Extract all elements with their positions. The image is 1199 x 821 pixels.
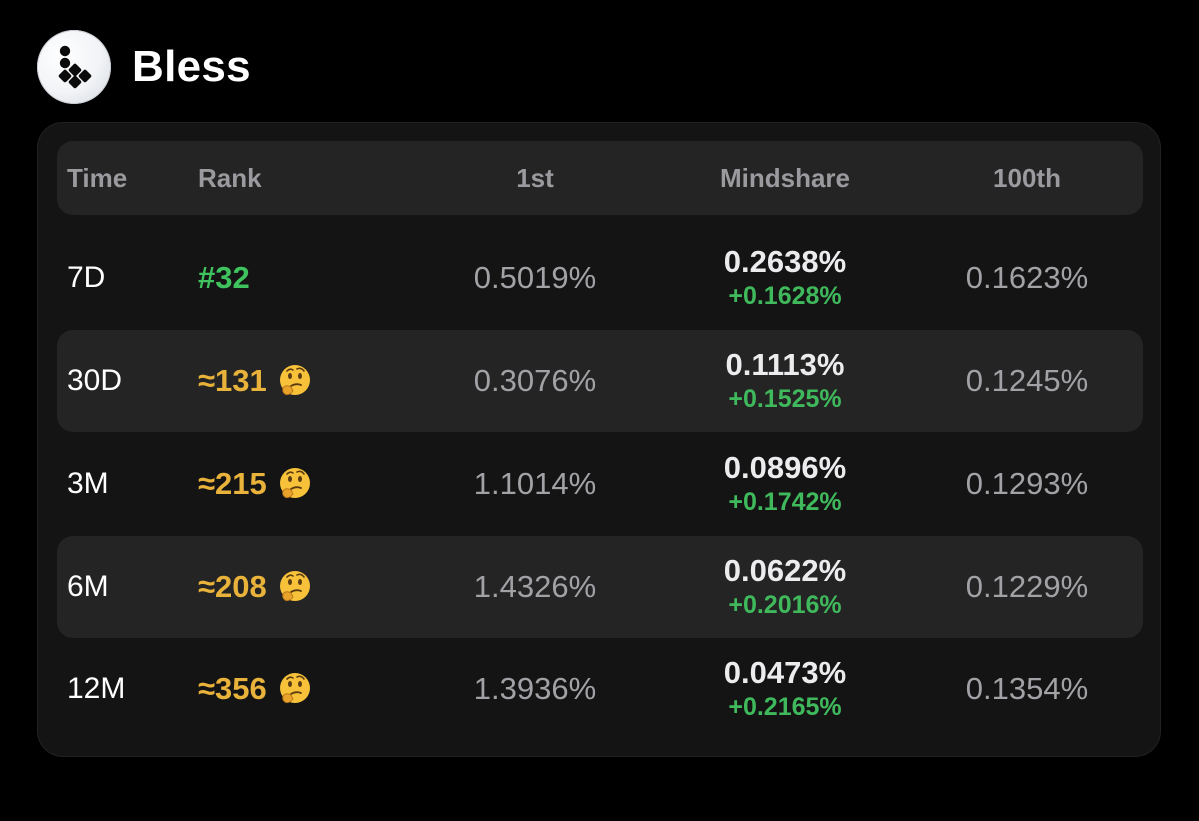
time-cell: 30D xyxy=(67,364,123,397)
table-row: 12M ≈356 1.3936% 0.0473% +0.2165% 0.1354% xyxy=(57,638,1143,740)
rank-value: #32 xyxy=(198,260,250,295)
mindshare-cell: 0.2638% +0.1628% xyxy=(685,227,885,329)
rank-cell: ≈215 xyxy=(198,433,313,535)
first-place-cell: 1.4326% xyxy=(473,569,597,604)
mindshare-cell: 0.0896% +0.1742% xyxy=(685,433,885,535)
mindshare-value: 0.0896% xyxy=(723,450,847,485)
thinking-face-icon xyxy=(277,466,313,502)
time-cell: 7D xyxy=(67,261,106,294)
project-header: Bless xyxy=(37,29,251,104)
rank-value: ≈215 xyxy=(198,466,267,501)
time-cell: 12M xyxy=(67,672,126,705)
thinking-face-icon xyxy=(277,671,313,707)
header-time: Time xyxy=(67,163,128,193)
first-place-cell: 1.1014% xyxy=(473,466,597,501)
mindshare-value: 0.1113% xyxy=(725,347,845,382)
bless-logo-icon xyxy=(37,29,111,104)
mindshare-cell: 0.1113% +0.1525% xyxy=(685,330,885,432)
first-place-cell: 0.3076% xyxy=(473,363,597,398)
mindshare-change: +0.1628% xyxy=(728,282,842,310)
thinking-face-icon xyxy=(277,569,313,605)
header-mindshare: Mindshare xyxy=(719,163,851,193)
hundredth-place-cell: 0.1623% xyxy=(965,260,1089,295)
hundredth-place-cell: 0.1229% xyxy=(965,569,1089,604)
time-cell: 6M xyxy=(67,570,109,603)
rank-value: ≈131 xyxy=(198,363,267,398)
mindshare-change: +0.2165% xyxy=(728,693,842,721)
header-first: 1st xyxy=(516,163,554,193)
hundredth-place-cell: 0.1354% xyxy=(965,671,1089,706)
mindshare-change: +0.2016% xyxy=(728,591,842,619)
rank-cell: ≈131 xyxy=(198,330,313,432)
thinking-face-icon xyxy=(277,363,313,399)
rank-cell: ≈208 xyxy=(198,536,313,638)
mindshare-change: +0.1525% xyxy=(728,385,842,413)
table-row: 6M ≈208 1.4326% 0.0622% +0.2016% 0.1229% xyxy=(57,536,1143,638)
hundredth-place-cell: 0.1293% xyxy=(965,466,1089,501)
table-row: 3M ≈215 1.1014% 0.0896% +0.1742% 0.1293% xyxy=(57,433,1143,535)
mindshare-cell: 0.0473% +0.2165% xyxy=(685,638,885,740)
header-hundredth: 100th xyxy=(993,163,1061,193)
time-cell: 3M xyxy=(67,467,109,500)
mindshare-value: 0.0473% xyxy=(723,655,847,690)
rank-cell: #32 xyxy=(198,227,250,329)
header-rank: Rank xyxy=(198,163,262,193)
rank-value: ≈356 xyxy=(198,671,267,706)
mindshare-table-card: Time Rank 1st Mindshare 100th 7D #32 0.501… xyxy=(37,122,1161,757)
first-place-cell: 1.3936% xyxy=(473,671,597,706)
mindshare-cell: 0.0622% +0.2016% xyxy=(685,536,885,638)
table-header-row: Time Rank 1st Mindshare 100th xyxy=(57,141,1143,215)
table-row: 7D #32 0.5019% 0.2638% +0.1628% 0.1623% xyxy=(57,227,1143,329)
table-row: 30D ≈131 0.3076% 0.1113% +0.1525% 0.1245% xyxy=(57,330,1143,432)
mindshare-change: +0.1742% xyxy=(728,488,842,516)
first-place-cell: 0.5019% xyxy=(473,260,597,295)
mindshare-value: 0.0622% xyxy=(723,553,847,588)
hundredth-place-cell: 0.1245% xyxy=(965,363,1089,398)
mindshare-value: 0.2638% xyxy=(723,244,847,279)
project-title: Bless xyxy=(132,41,251,91)
rank-value: ≈208 xyxy=(198,569,267,604)
rank-cell: ≈356 xyxy=(198,638,313,740)
